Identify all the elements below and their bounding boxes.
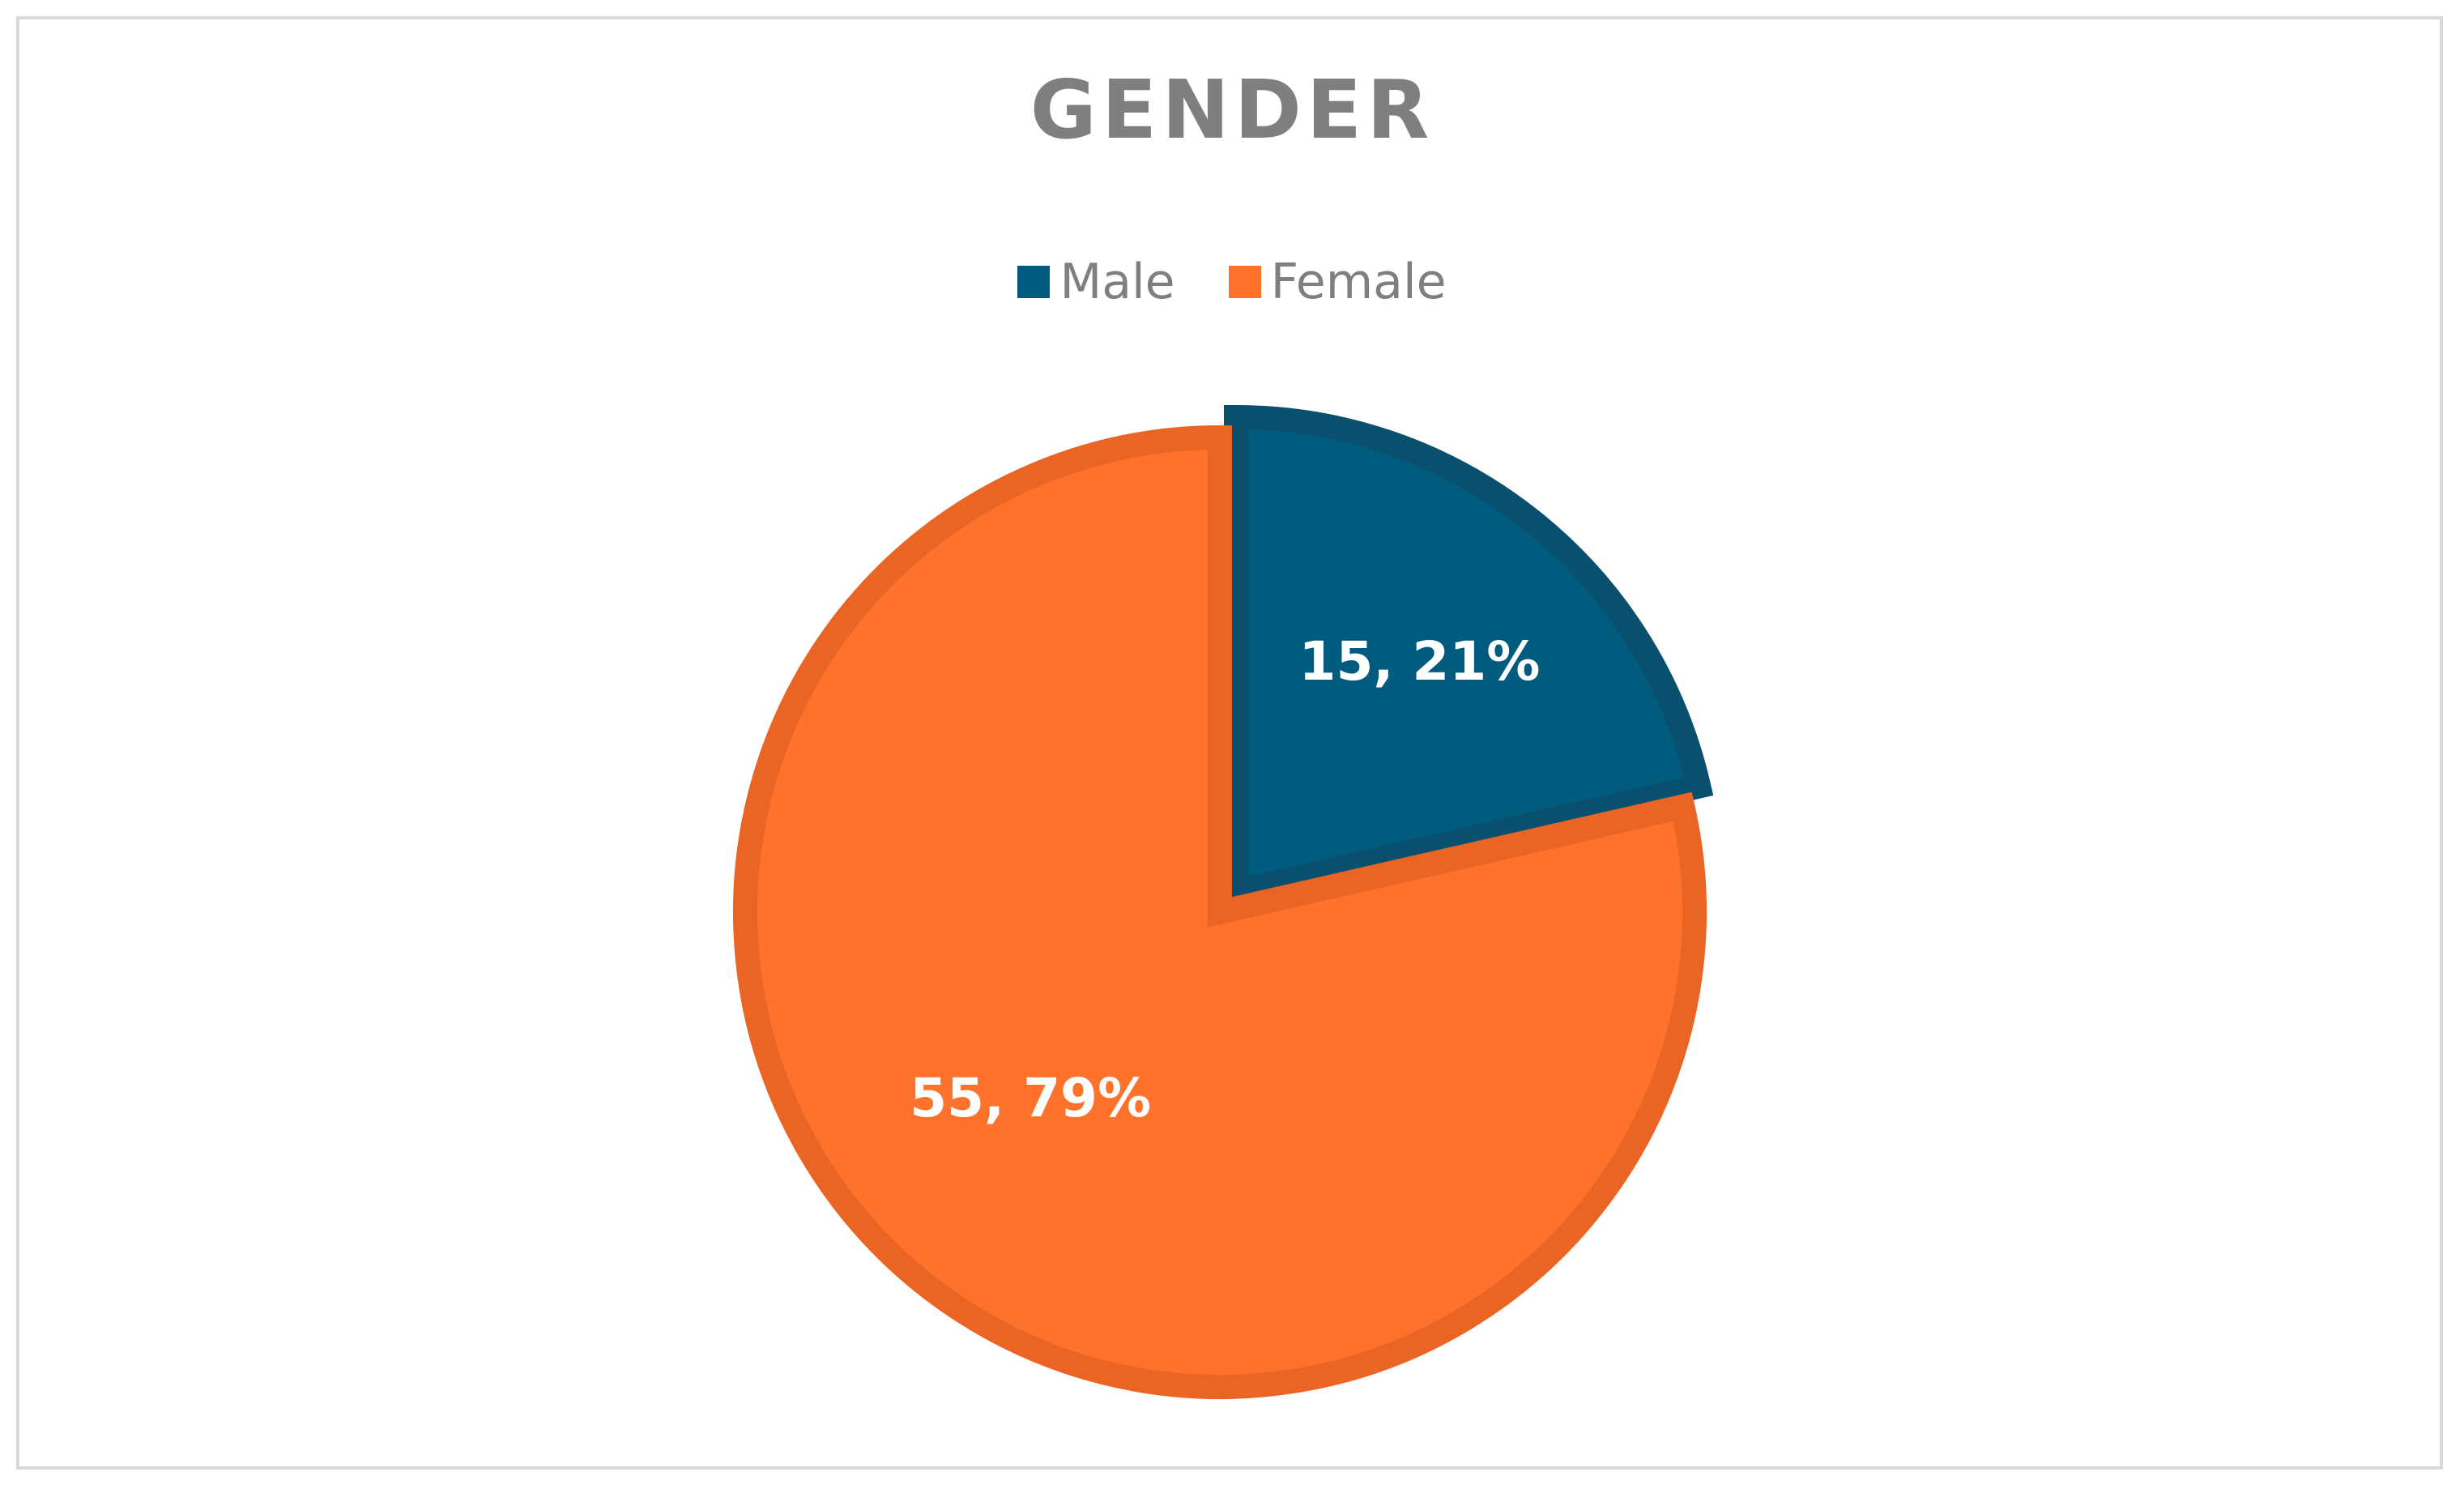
- slice-label-male: 15, 21%: [1299, 630, 1541, 693]
- pie-slice-female: [733, 425, 1707, 1399]
- legend-item-female: Female: [1228, 254, 1447, 310]
- slice-label-female: 55, 79%: [910, 1067, 1151, 1129]
- legend-label-male: Male: [1059, 254, 1175, 310]
- legend-swatch-male: [1017, 266, 1051, 298]
- legend-label-female: Female: [1270, 254, 1447, 310]
- pie-slice-male: [1223, 404, 1714, 907]
- chart-title: GENDER: [1030, 62, 1434, 157]
- legend-swatch-female: [1228, 266, 1261, 298]
- chart-legend: Male Female: [0, 258, 2464, 306]
- legend-item-male: Male: [1017, 254, 1175, 310]
